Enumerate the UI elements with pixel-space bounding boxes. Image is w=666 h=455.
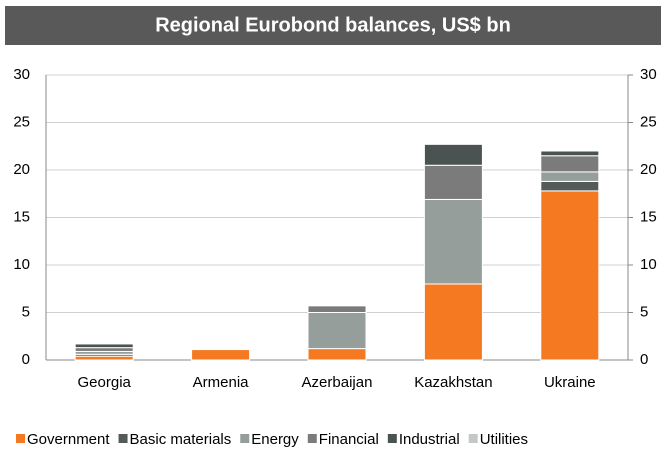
y2-tick-label: 5 [640, 303, 648, 320]
legend-swatch [387, 434, 397, 443]
bar-segment [307, 305, 367, 314]
bar-segment [540, 190, 600, 361]
bar-segment [423, 283, 483, 361]
y-tick-label: 30 [13, 66, 30, 83]
x-tick-label: Azerbaijan [302, 374, 373, 391]
bar-segment [74, 342, 134, 345]
y-tick-label: 20 [13, 161, 30, 178]
y-tick-label: 15 [13, 208, 30, 225]
legend-swatch [468, 434, 478, 443]
bar-segment [307, 312, 367, 350]
bar-segment [423, 143, 483, 166]
legend-swatch [16, 434, 25, 443]
legend-label: Government [27, 431, 110, 448]
y2-tick-label: 10 [640, 256, 657, 273]
chart-title: Regional Eurobond balances, US$ bn [155, 14, 511, 36]
legend-label: Financial [319, 431, 379, 448]
bar-segment [307, 348, 367, 361]
bar-segment [74, 343, 134, 349]
legend-swatch [118, 434, 128, 443]
y-tick-label: 10 [13, 256, 30, 273]
bar-segment [423, 164, 483, 200]
bar-segment [74, 355, 134, 361]
bar-segment [191, 349, 251, 361]
y2-tick-label: 25 [640, 113, 657, 130]
y2-tick-label: 20 [640, 161, 657, 178]
y2-tick-label: 15 [640, 208, 657, 225]
y-tick-label: 25 [13, 113, 30, 130]
legend-label: Energy [251, 431, 299, 448]
legend-label: Industrial [399, 431, 460, 448]
legend-swatch [307, 434, 317, 443]
title-banner [5, 6, 661, 45]
x-tick-label: Georgia [78, 374, 132, 391]
y2-tick-label: 0 [640, 351, 648, 368]
x-tick-label: Ukraine [544, 374, 596, 391]
bar-segment [191, 347, 251, 350]
bar-segment [540, 150, 600, 157]
y-tick-label: 0 [22, 351, 30, 368]
legend-swatch [240, 434, 250, 443]
y-tick-label: 5 [22, 303, 30, 320]
bar-segment [540, 171, 600, 182]
legend-label: Utilities [480, 431, 528, 448]
x-tick-label: Armenia [193, 374, 250, 391]
x-tick-label: Kazakhstan [414, 374, 492, 391]
bar-segment [540, 155, 600, 173]
bar-segment [540, 180, 600, 192]
bar-segment [423, 198, 483, 285]
bar-segment [74, 347, 134, 352]
y2-tick-label: 30 [640, 66, 657, 83]
legend-label: Basic materials [130, 431, 232, 448]
